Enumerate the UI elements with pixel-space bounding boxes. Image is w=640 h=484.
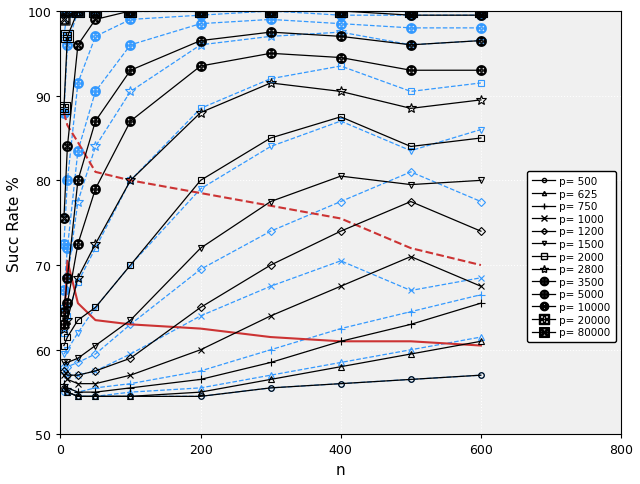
Legend: p= 500, p= 625, p= 750, p= 1000, p= 1200, p= 1500, p= 2000, p= 2800, p= 3500, p=: p= 500, p= 625, p= 750, p= 1000, p= 1200… — [527, 171, 616, 343]
Y-axis label: Succ Rate %: Succ Rate % — [7, 175, 22, 271]
X-axis label: n: n — [336, 462, 346, 477]
